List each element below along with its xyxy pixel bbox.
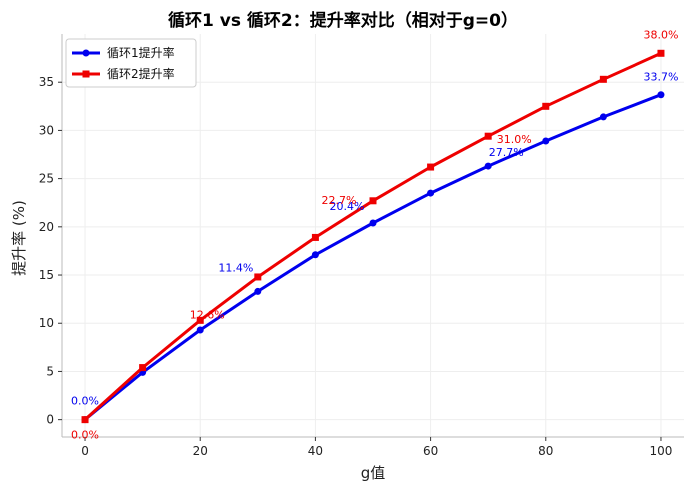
data-label: 0.0% bbox=[71, 429, 99, 442]
data-label: 38.0% bbox=[643, 28, 678, 41]
x-tick-label: 80 bbox=[538, 444, 553, 458]
data-point bbox=[311, 233, 319, 241]
data-label: 33.7% bbox=[643, 71, 678, 84]
x-tick-label: 40 bbox=[308, 444, 323, 458]
data-point bbox=[484, 132, 492, 140]
y-tick-label: 0 bbox=[46, 413, 54, 427]
series-layer bbox=[81, 49, 665, 424]
chart-title: 循环1 vs 循环2：提升率对比（相对于g=0） bbox=[168, 10, 518, 31]
x-tick-label: 0 bbox=[81, 444, 89, 458]
data-point bbox=[427, 189, 435, 197]
x-tick-label: 60 bbox=[423, 444, 438, 458]
legend-item: 循环2提升率 bbox=[72, 66, 175, 81]
data-label: 20.4% bbox=[330, 200, 365, 213]
legend-marker bbox=[82, 70, 90, 78]
data-label: 12.6% bbox=[190, 308, 225, 321]
series-1 bbox=[81, 91, 665, 424]
legend-marker bbox=[82, 49, 90, 57]
data-point bbox=[254, 273, 262, 281]
y-tick-label: 5 bbox=[46, 364, 54, 378]
data-point bbox=[196, 326, 204, 334]
y-tick-label: 20 bbox=[39, 220, 54, 234]
axes bbox=[61, 34, 684, 438]
series-line bbox=[83, 51, 662, 421]
data-point bbox=[657, 49, 665, 57]
series-2 bbox=[81, 49, 665, 424]
y-tick-label: 10 bbox=[39, 316, 54, 330]
data-label: 27.7% bbox=[489, 146, 524, 159]
y-tick-label: 15 bbox=[39, 268, 54, 282]
ticks: 0 20 40 60 80 100 0 5 10 15 20 25 30 35 bbox=[39, 75, 673, 458]
data-point bbox=[139, 364, 147, 372]
data-label: 0.0% bbox=[71, 395, 99, 408]
annotation-layer: 0.0% 11.4% 20.4% 27.7% 33.7% 0.0% 12.6% 22.7% 31… bbox=[71, 28, 678, 441]
data-point bbox=[599, 113, 607, 121]
data-point bbox=[484, 162, 492, 170]
data-point bbox=[81, 416, 89, 424]
legend-label: 循环2提升率 bbox=[107, 66, 175, 81]
y-tick-label: 35 bbox=[39, 75, 54, 89]
x-tick-label: 100 bbox=[650, 444, 673, 458]
grid bbox=[62, 34, 684, 437]
legend-item: 循环1提升率 bbox=[72, 45, 175, 60]
x-axis-label: g值 bbox=[361, 464, 386, 482]
y-tick-label: 30 bbox=[39, 123, 54, 137]
series-line bbox=[84, 93, 662, 421]
data-label: 31.0% bbox=[497, 133, 532, 146]
data-label: 11.4% bbox=[218, 261, 253, 274]
data-label: 22.7% bbox=[322, 194, 357, 207]
data-point bbox=[254, 287, 262, 295]
data-point bbox=[196, 316, 204, 324]
legend-label: 循环1提升率 bbox=[107, 45, 175, 60]
data-point bbox=[657, 91, 665, 99]
data-point bbox=[599, 75, 607, 83]
x-tick-label: 20 bbox=[193, 444, 208, 458]
data-point bbox=[542, 102, 550, 110]
y-axis-label: 提升率 (%) bbox=[10, 200, 28, 276]
data-point bbox=[311, 251, 319, 259]
data-point bbox=[369, 219, 377, 227]
data-point bbox=[427, 163, 435, 171]
data-point bbox=[542, 137, 550, 145]
data-point bbox=[369, 197, 377, 205]
y-tick-label: 25 bbox=[39, 172, 54, 186]
